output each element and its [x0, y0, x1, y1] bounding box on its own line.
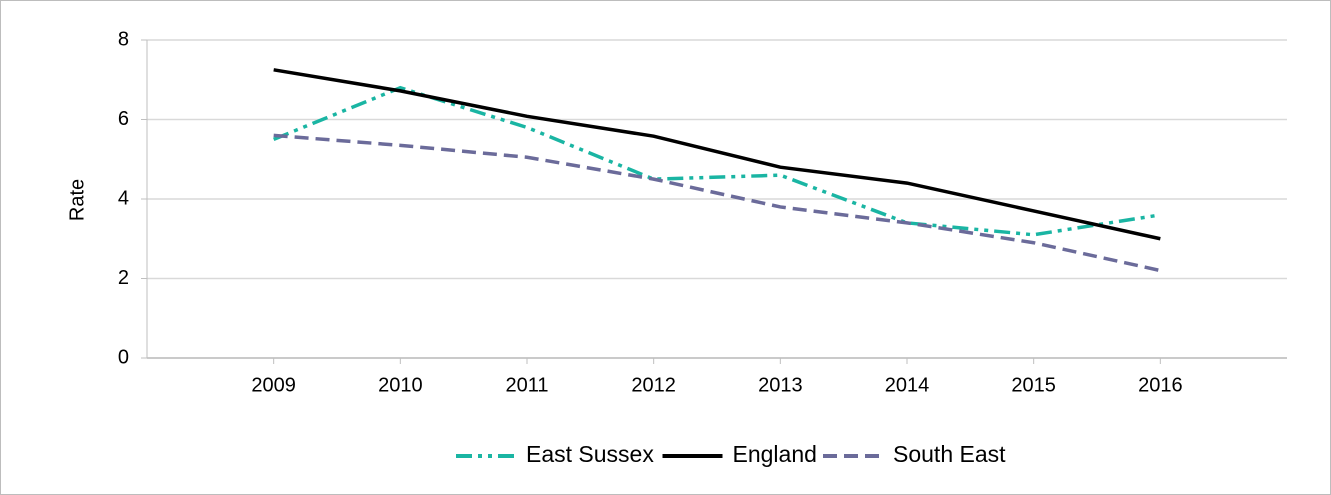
y-axis-label: Rate [66, 179, 88, 221]
legend-label: South East [893, 441, 1006, 467]
x-tick-label: 2009 [251, 374, 296, 396]
y-tick-label: 0 [118, 346, 129, 368]
line-series [273, 133, 1161, 273]
y-tick-label: 4 [118, 187, 129, 209]
x-tick-label: 2012 [631, 374, 676, 396]
x-tick-label: 2015 [1011, 374, 1056, 396]
x-tick-label: 2016 [1138, 374, 1183, 396]
x-tick-label: 2010 [378, 374, 423, 396]
y-tick-label: 6 [118, 108, 129, 130]
line-series [273, 68, 1161, 241]
x-tick-label: 2011 [505, 374, 548, 396]
y-tick-label: 2 [118, 267, 129, 289]
legend-label: England [733, 441, 817, 467]
x-tick-label: 2014 [885, 374, 930, 396]
legend-label: East Sussex [526, 441, 654, 467]
y-tick-label: 8 [118, 28, 129, 50]
x-tick-label: 2013 [758, 374, 803, 396]
